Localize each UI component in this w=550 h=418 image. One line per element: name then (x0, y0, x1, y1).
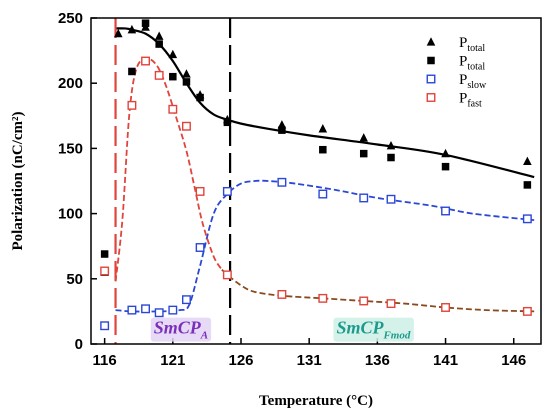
data-point (386, 299, 396, 309)
data-point (277, 177, 287, 187)
data-point (359, 193, 369, 203)
svg-text:SmCPFmod: SmCPFmod (336, 318, 410, 342)
series-fast-open-square (100, 56, 532, 316)
data-point (523, 156, 532, 166)
legend-marker (426, 74, 436, 84)
y-tick-label: 250 (58, 10, 83, 27)
data-point (128, 67, 136, 76)
data-point (141, 56, 150, 66)
data-point (441, 162, 450, 171)
data-point (441, 206, 450, 216)
data-point (169, 72, 177, 81)
y-tick-label: 100 (58, 206, 83, 223)
data-point (278, 126, 286, 134)
phase-label-highlight (150, 317, 212, 342)
data-point (100, 321, 110, 331)
data-point (182, 78, 191, 86)
data-point (182, 69, 191, 78)
y-tick-label: 150 (58, 140, 83, 157)
data-point (359, 149, 368, 158)
legend-marker (426, 93, 436, 102)
data-point (522, 306, 532, 316)
data-point (168, 49, 178, 59)
data-point (277, 289, 287, 299)
fit-curve (115, 27, 535, 179)
svg-text:SmCPA: SmCPA (154, 318, 208, 342)
legend-marker (427, 56, 435, 65)
data-point (154, 70, 164, 80)
x-tick-label: 131 (297, 352, 322, 369)
data-point (155, 40, 163, 48)
x-axis-title: Temperature (°C) (259, 393, 373, 409)
data-point (386, 194, 396, 204)
series-total-square (100, 19, 532, 258)
data-points (100, 19, 532, 331)
data-point (168, 104, 178, 114)
series-slow-open-square (100, 177, 532, 331)
legend-label: Ptotal (459, 35, 485, 54)
phase-annotations: SmCPA SmCPFmod (150, 317, 414, 342)
data-point (195, 186, 205, 196)
x-tick-label: 126 (228, 352, 253, 369)
transition-lines (114, 18, 232, 344)
fit-curve (221, 269, 535, 313)
data-point (222, 186, 232, 196)
data-point (141, 19, 150, 27)
data-point (154, 31, 164, 40)
data-point (141, 304, 150, 314)
legend-label: Pfast (459, 91, 482, 110)
data-point (359, 133, 369, 142)
data-point (196, 93, 204, 102)
data-point (441, 303, 450, 312)
plot-frame (90, 17, 542, 345)
y-tick-label: 200 (58, 75, 83, 92)
x-tick-label: 116 (93, 352, 117, 369)
data-point (318, 124, 328, 133)
data-point (113, 28, 123, 38)
data-point (182, 121, 191, 131)
fit-curve (115, 179, 535, 313)
data-point (223, 118, 232, 127)
data-point (100, 266, 110, 276)
data-point (100, 250, 109, 258)
phase-label-highlight (333, 317, 414, 342)
data-point (319, 145, 327, 154)
x-tick-label: 121 (160, 352, 185, 369)
y-tick-label: 0 (75, 336, 83, 353)
legend-label: Ptotal (459, 54, 485, 73)
data-point (154, 308, 164, 318)
data-point (127, 100, 137, 110)
data-point (359, 296, 369, 306)
data-point (127, 24, 137, 34)
data-point (441, 148, 450, 158)
data-point (168, 305, 178, 315)
data-point (386, 140, 396, 150)
x-tick-label: 146 (501, 352, 526, 369)
y-tick-label: 50 (66, 271, 83, 288)
data-point (222, 270, 232, 280)
data-point (182, 295, 191, 305)
fit-curve (114, 57, 223, 282)
data-point (387, 153, 395, 162)
x-tick-labels: 116 121 126 131 136 141 146 (93, 338, 526, 369)
data-point (318, 189, 328, 199)
phase-label: SmCPA (150, 317, 212, 342)
data-point (523, 181, 532, 189)
legend-marker (426, 37, 436, 46)
y-axis-title: Polarization (nC/cm²) (10, 111, 26, 250)
data-point (522, 214, 532, 224)
x-tick-label: 136 (365, 352, 390, 369)
data-point (195, 243, 205, 252)
data-point (127, 305, 137, 315)
legend-label: Pslow (459, 72, 487, 91)
phase-label: SmCPFmod (333, 317, 414, 342)
x-tick-label: 141 (433, 352, 458, 369)
data-point (318, 293, 328, 303)
